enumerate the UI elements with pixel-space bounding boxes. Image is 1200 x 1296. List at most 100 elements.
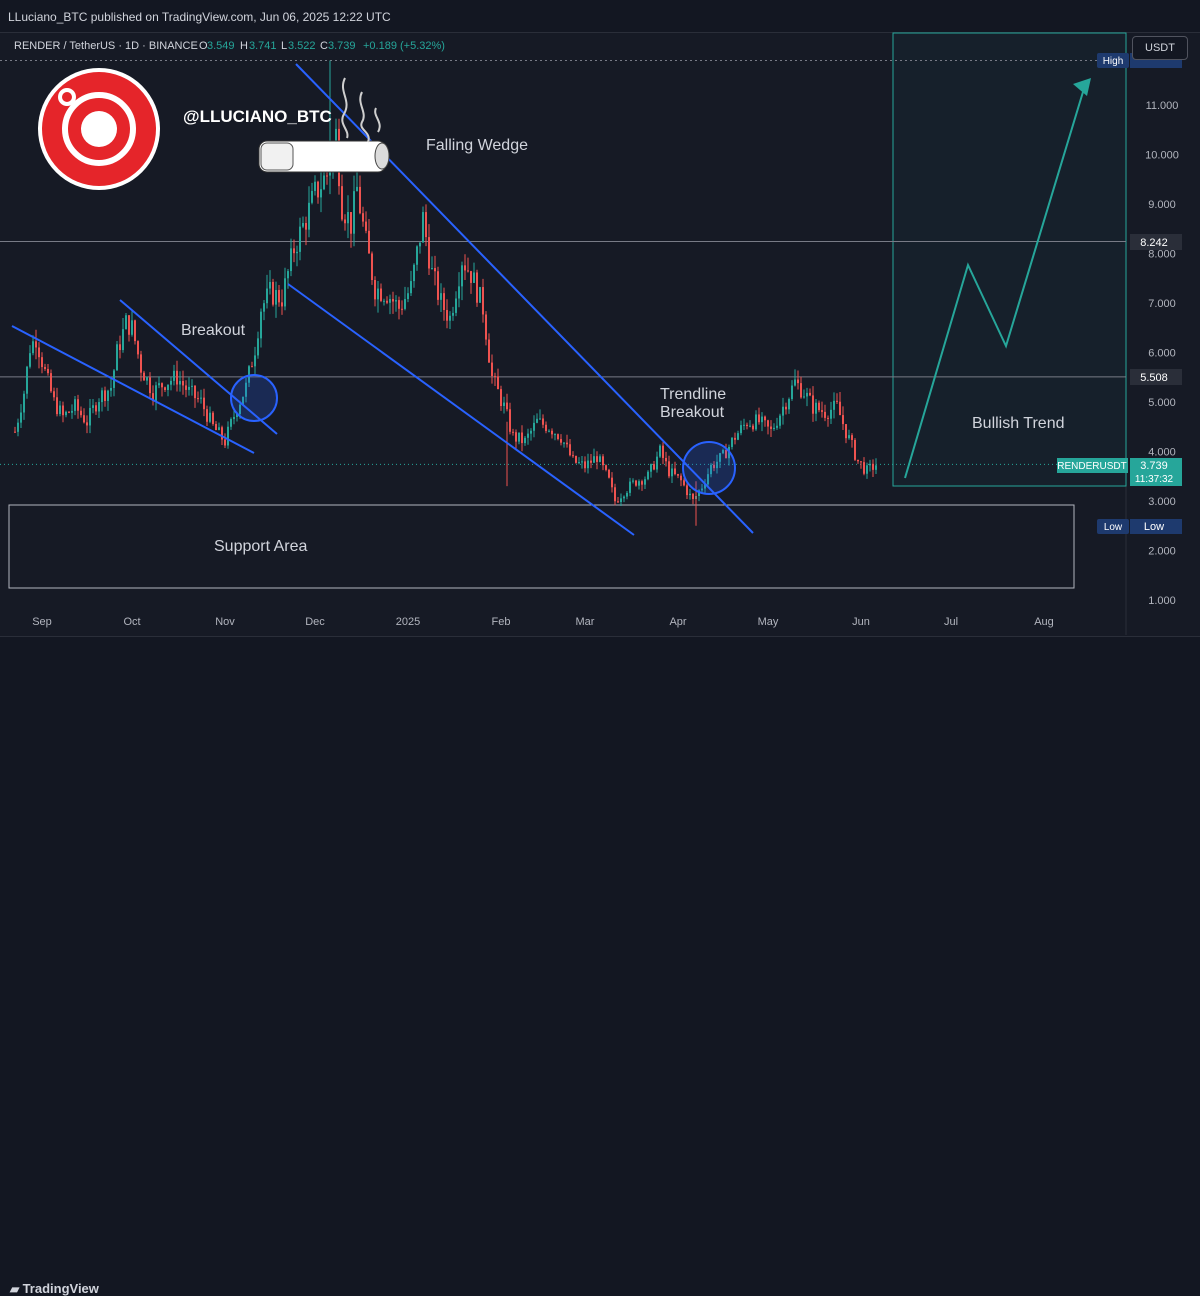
candle-body bbox=[68, 411, 70, 413]
tradingview-brand: TradingView bbox=[22, 1281, 99, 1296]
candle-body bbox=[503, 402, 505, 406]
candle-body bbox=[134, 320, 136, 342]
candle-body bbox=[365, 221, 367, 231]
symbol-title[interactable]: RENDER / TetherUS · 1D · BINANCE bbox=[14, 40, 198, 52]
candle-body bbox=[305, 223, 307, 230]
candle-body bbox=[47, 368, 49, 374]
wedge-trendline[interactable] bbox=[119, 299, 278, 435]
candle-body bbox=[65, 411, 67, 416]
candle-body bbox=[785, 406, 787, 410]
candle-body bbox=[737, 433, 739, 440]
candle-body bbox=[794, 379, 796, 386]
publisher-line: LLuciano_BTC published on TradingView.co… bbox=[8, 10, 391, 24]
candle-body bbox=[326, 175, 328, 177]
candle-body bbox=[89, 407, 91, 426]
candle-body bbox=[803, 396, 805, 398]
candle-body bbox=[368, 230, 370, 254]
candle-body bbox=[491, 362, 493, 377]
candle-body bbox=[722, 450, 724, 454]
candle-body bbox=[860, 461, 862, 463]
candle-body bbox=[467, 270, 469, 272]
candle-body bbox=[149, 377, 151, 394]
candle-body bbox=[536, 418, 538, 423]
high-label: H bbox=[240, 40, 248, 52]
candle-body bbox=[854, 439, 856, 460]
candle-body bbox=[575, 456, 577, 463]
candle-body bbox=[476, 272, 478, 303]
candle-body bbox=[308, 202, 310, 230]
candle-body bbox=[734, 437, 736, 440]
render-logo bbox=[38, 68, 160, 190]
candle-body bbox=[212, 412, 214, 424]
currency-button[interactable]: USDT bbox=[1132, 36, 1188, 60]
candle-body bbox=[614, 487, 616, 502]
candle-body bbox=[170, 380, 172, 385]
candle-body bbox=[494, 376, 496, 378]
tradingview-logo[interactable]: ▰ TradingView bbox=[10, 1281, 99, 1296]
candle-body bbox=[29, 353, 31, 367]
candle-body bbox=[395, 300, 397, 302]
candle-body bbox=[14, 431, 16, 433]
candle-body bbox=[323, 175, 325, 190]
candle-body bbox=[581, 461, 583, 463]
publish-header: LLuciano_BTC published on TradingView.co… bbox=[0, 0, 1200, 32]
candle-body bbox=[797, 379, 799, 384]
candle-body bbox=[275, 290, 277, 305]
current-price-value: 3.739 bbox=[1140, 460, 1168, 472]
candle-body bbox=[371, 253, 373, 281]
candle-body bbox=[875, 465, 877, 470]
wedge-trendline[interactable] bbox=[287, 283, 635, 536]
candle-body bbox=[161, 383, 163, 388]
candle-body bbox=[227, 426, 229, 446]
candle-body bbox=[434, 268, 436, 272]
support-area-label: Support Area bbox=[214, 538, 308, 555]
candle-body bbox=[197, 398, 199, 400]
candle-body bbox=[260, 311, 262, 339]
candle-body bbox=[173, 370, 175, 381]
candle-body bbox=[551, 430, 553, 435]
candle-body bbox=[335, 128, 337, 146]
candle-body bbox=[398, 300, 400, 309]
x-tick-label: Dec bbox=[305, 616, 325, 628]
candle-body bbox=[62, 405, 64, 416]
candle-body bbox=[59, 405, 61, 415]
projection-box[interactable] bbox=[892, 32, 1127, 487]
candle-body bbox=[533, 422, 535, 431]
candle-body bbox=[20, 412, 22, 423]
candle-body bbox=[671, 468, 673, 477]
candle-body bbox=[557, 434, 559, 440]
candle-body bbox=[179, 380, 181, 385]
candle-body bbox=[110, 387, 112, 391]
candle-body bbox=[665, 457, 667, 462]
candle-body bbox=[176, 370, 178, 385]
wedge-trendline[interactable] bbox=[11, 325, 255, 454]
candle-body bbox=[446, 310, 448, 321]
breakout-circle-2[interactable] bbox=[682, 441, 736, 495]
candle-body bbox=[809, 392, 811, 396]
candle-body bbox=[203, 397, 205, 410]
candle-body bbox=[41, 357, 43, 368]
y-tick-label: 4.000 bbox=[1148, 447, 1176, 459]
candle-body bbox=[719, 453, 721, 462]
candle-body bbox=[407, 293, 409, 300]
candle-body bbox=[554, 434, 556, 436]
candle-body bbox=[776, 425, 778, 428]
high-value: 3.741 bbox=[249, 40, 277, 52]
y-tick-label: 6.000 bbox=[1148, 348, 1176, 360]
candle-body bbox=[584, 461, 586, 469]
candle-body bbox=[95, 405, 97, 412]
bullish-projection-line[interactable] bbox=[904, 81, 1087, 479]
candle-body bbox=[638, 481, 640, 486]
change-value: +0.189 (+5.32%) bbox=[363, 40, 445, 52]
breakout-circle-1[interactable] bbox=[230, 374, 278, 422]
candle-body bbox=[779, 415, 781, 426]
level-value-5508: 5.508 bbox=[1140, 372, 1168, 384]
candle-body bbox=[425, 212, 427, 238]
trendline-label: Trendline bbox=[660, 386, 726, 403]
candle-body bbox=[206, 409, 208, 422]
x-tick-label: Oct bbox=[123, 616, 140, 628]
candle-body bbox=[605, 465, 607, 470]
candle-body bbox=[740, 425, 742, 434]
price-chart[interactable]: RENDER / TetherUS · 1D · BINANCE O 3.549… bbox=[0, 0, 1200, 674]
support-area-box[interactable] bbox=[8, 504, 1075, 589]
